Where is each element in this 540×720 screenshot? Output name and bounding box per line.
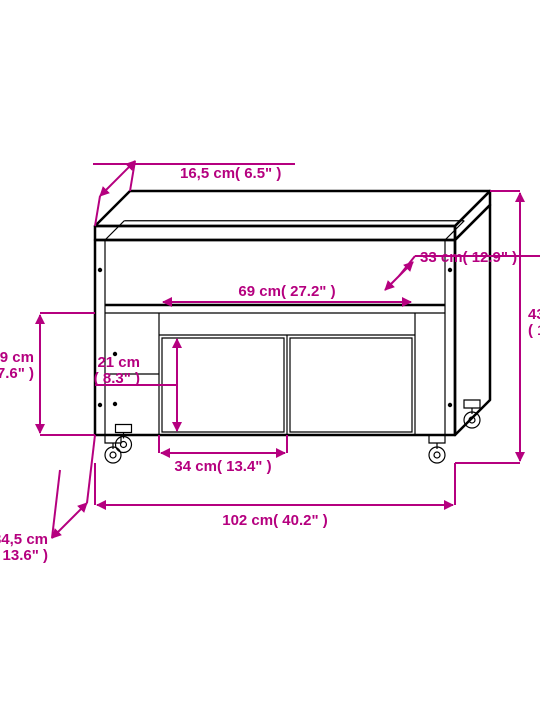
dim-shelf-depth: 33 cm( 12.9" ) [420, 249, 517, 266]
dim-shelf-width: 69 cm( 27.2" ) [238, 283, 335, 300]
dim-total-h: 43 cm( 16.9" ) [528, 306, 540, 339]
dim-depth-top: 16,5 cm( 6.5" ) [180, 165, 281, 182]
dim-total-w: 102 cm( 40.2" ) [222, 512, 328, 529]
dim-drawer-h: 21 cm( 8.3" ) [94, 354, 140, 387]
dim-drawer-w: 34 cm( 13.4" ) [174, 458, 271, 475]
dim-total-d: 34,5 cm( 13.6" ) [0, 531, 48, 564]
dim-side-open-h: 19 cm( 7.6" ) [0, 349, 34, 382]
